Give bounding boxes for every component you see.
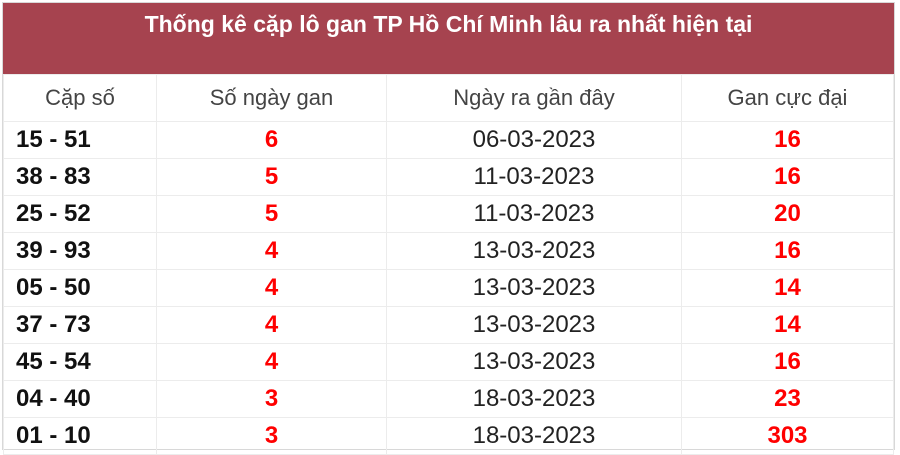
max-gan-cell: 23 bbox=[681, 380, 894, 418]
table-row: 45 - 54 4 13-03-2023 16 bbox=[3, 343, 894, 381]
last-date-cell: 11-03-2023 bbox=[386, 158, 682, 196]
max-gan-cell: 16 bbox=[681, 232, 894, 270]
max-gan-cell: 14 bbox=[681, 306, 894, 344]
max-gan-cell: 20 bbox=[681, 195, 894, 233]
last-date-cell: 13-03-2023 bbox=[386, 306, 682, 344]
pair-cell: 15 - 51 bbox=[3, 121, 157, 159]
pair-cell: 01 - 10 bbox=[3, 417, 157, 455]
last-date-cell: 06-03-2023 bbox=[386, 121, 682, 159]
days-cell: 3 bbox=[156, 380, 387, 418]
table-row: 25 - 52 5 11-03-2023 20 bbox=[3, 195, 894, 233]
table-row: 39 - 93 4 13-03-2023 16 bbox=[3, 232, 894, 270]
col-last-date: Ngày ra gần đây bbox=[386, 74, 682, 122]
pair-cell: 45 - 54 bbox=[3, 343, 157, 381]
col-days: Số ngày gan bbox=[156, 74, 387, 122]
table-row: 01 - 10 3 18-03-2023 303 bbox=[3, 417, 894, 455]
last-date-cell: 13-03-2023 bbox=[386, 232, 682, 270]
days-cell: 5 bbox=[156, 195, 387, 233]
table-row: 37 - 73 4 13-03-2023 14 bbox=[3, 306, 894, 344]
max-gan-cell: 14 bbox=[681, 269, 894, 307]
header-row: Cặp số Số ngày gan Ngày ra gần đây Gan c… bbox=[3, 74, 894, 122]
days-cell: 4 bbox=[156, 343, 387, 381]
last-date-cell: 13-03-2023 bbox=[386, 269, 682, 307]
max-gan-cell: 16 bbox=[681, 121, 894, 159]
days-cell: 4 bbox=[156, 306, 387, 344]
table-row: 38 - 83 5 11-03-2023 16 bbox=[3, 158, 894, 196]
max-gan-cell: 16 bbox=[681, 158, 894, 196]
days-cell: 4 bbox=[156, 269, 387, 307]
pair-cell: 38 - 83 bbox=[3, 158, 157, 196]
gan-table: Cặp số Số ngày gan Ngày ra gần đây Gan c… bbox=[3, 74, 894, 455]
days-cell: 3 bbox=[156, 417, 387, 455]
days-cell: 4 bbox=[156, 232, 387, 270]
pair-cell: 25 - 52 bbox=[3, 195, 157, 233]
max-gan-cell: 303 bbox=[681, 417, 894, 455]
table-row: 04 - 40 3 18-03-2023 23 bbox=[3, 380, 894, 418]
days-cell: 6 bbox=[156, 121, 387, 159]
table-row: 15 - 51 6 06-03-2023 16 bbox=[3, 121, 894, 159]
table-row: 05 - 50 4 13-03-2023 14 bbox=[3, 269, 894, 307]
pair-cell: 37 - 73 bbox=[3, 306, 157, 344]
max-gan-cell: 16 bbox=[681, 343, 894, 381]
table-title: Thống kê cặp lô gan TP Hồ Chí Minh lâu r… bbox=[3, 3, 894, 74]
pair-cell: 04 - 40 bbox=[3, 380, 157, 418]
col-pair: Cặp số bbox=[3, 74, 157, 122]
last-date-cell: 13-03-2023 bbox=[386, 343, 682, 381]
last-date-cell: 11-03-2023 bbox=[386, 195, 682, 233]
pair-cell: 05 - 50 bbox=[3, 269, 157, 307]
last-date-cell: 18-03-2023 bbox=[386, 417, 682, 455]
last-date-cell: 18-03-2023 bbox=[386, 380, 682, 418]
pair-cell: 39 - 93 bbox=[3, 232, 157, 270]
days-cell: 5 bbox=[156, 158, 387, 196]
col-max-gan: Gan cực đại bbox=[681, 74, 894, 122]
